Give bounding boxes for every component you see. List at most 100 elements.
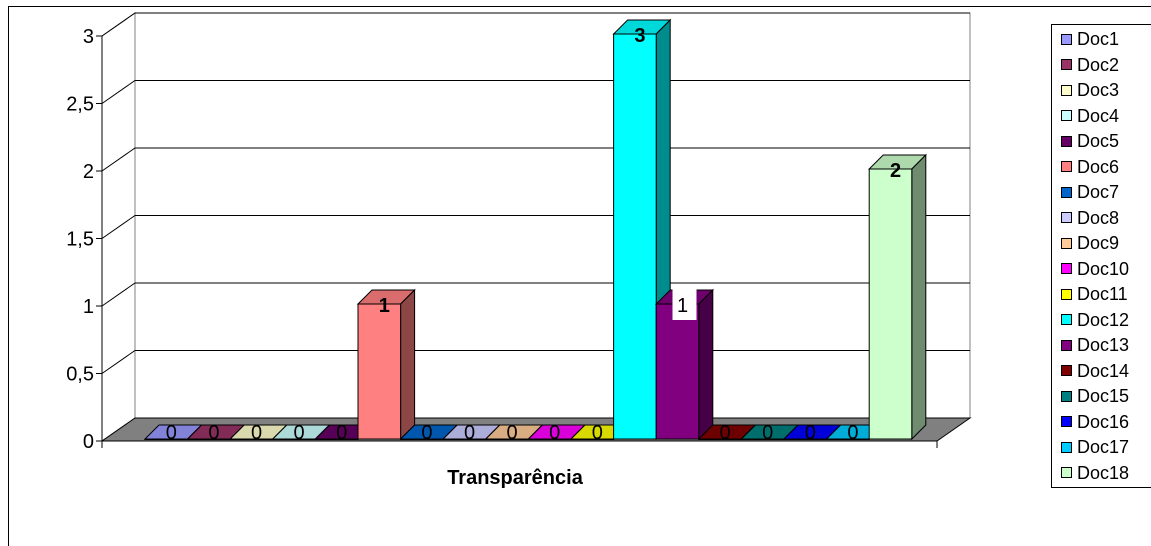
legend-label: Doc10 <box>1077 258 1130 279</box>
data-label-doc13: 1 <box>677 295 688 317</box>
legend: Doc1 Doc2 Doc3 Doc4 Doc5 Doc6 Doc7 Doc8 Doc9 Doc1… <box>1051 24 1151 488</box>
legend-item-doc4: Doc4 <box>1061 104 1119 128</box>
bar-front <box>655 303 700 440</box>
data-label-doc17: 0 <box>847 422 858 444</box>
data-label-doc10: 0 <box>549 422 560 444</box>
legend-swatch <box>1061 212 1072 223</box>
legend-item-doc10: Doc10 <box>1061 257 1129 281</box>
data-label-doc15: 0 <box>762 422 773 444</box>
data-label-doc2: 0 <box>208 422 219 444</box>
data-label-doc6: 1 <box>379 295 390 317</box>
legend-swatch <box>1061 467 1072 478</box>
data-label-doc7: 0 <box>421 422 432 444</box>
chart-backdrop <box>100 12 972 442</box>
legend-item-doc2: Doc2 <box>1061 53 1119 77</box>
gridline <box>101 147 970 172</box>
data-label-doc8: 0 <box>464 422 475 444</box>
legend-swatch <box>1061 263 1072 274</box>
legend-label: Doc16 <box>1077 411 1130 432</box>
legend-label: Doc9 <box>1077 233 1120 253</box>
legend-label: Doc4 <box>1077 105 1120 126</box>
bar-side <box>911 153 927 441</box>
legend-swatch <box>1061 59 1072 70</box>
legend-label: Doc15 <box>1077 386 1130 406</box>
legend-swatch <box>1061 33 1072 45</box>
legend-swatch <box>1061 416 1072 427</box>
bar-front <box>868 168 913 440</box>
legend-item-doc11: Doc11 <box>1061 282 1128 306</box>
data-label-doc11: 0 <box>592 422 603 444</box>
legend-swatch <box>1061 288 1072 300</box>
bar-doc18 <box>867 153 928 441</box>
chart-axis: 0 0,5 1 1,5 2 2,5 3 <box>66 26 938 453</box>
data-label-doc5: 0 <box>336 422 347 444</box>
legend-label: Doc13 <box>1077 335 1130 355</box>
y-tick-label: 0,5 <box>66 364 94 386</box>
legend-item-doc13: Doc13 <box>1061 333 1129 357</box>
bar-doc6 <box>356 288 416 441</box>
chart-plot: 0 0,5 1 1,5 2 2,5 3 0 0 0 0 0 1 0 0 0 0 0 3 1 0 0 0 0 2 Transpa… <box>66 12 972 489</box>
legend-item-doc6: Doc6 <box>1061 155 1119 179</box>
y-tick-label: 1 <box>83 296 94 318</box>
legend-label: Doc18 <box>1077 462 1130 483</box>
bar-front <box>613 33 657 440</box>
legend-label: Doc12 <box>1077 309 1130 330</box>
legend-item-doc16: Doc16 <box>1061 410 1129 434</box>
legend-label: Doc5 <box>1077 131 1120 151</box>
legend-swatch <box>1061 441 1072 453</box>
legend-item-doc18: Doc18 <box>1061 461 1129 485</box>
gridline <box>101 215 970 239</box>
bar-side <box>400 288 416 441</box>
legend-swatch <box>1061 84 1072 96</box>
data-label-doc1: 0 <box>166 422 177 444</box>
legend-swatch <box>1061 365 1072 376</box>
data-label-doc12: 3 <box>634 25 645 47</box>
legend-item-doc7: Doc7 <box>1061 180 1119 204</box>
bar-front <box>357 303 402 440</box>
legend-item-doc14: Doc14 <box>1061 359 1129 383</box>
y-tick-label: 2 <box>83 161 94 183</box>
legend-label: Doc11 <box>1077 284 1128 304</box>
bar-side <box>698 288 714 441</box>
legend-item-doc1: Doc1 <box>1061 27 1119 51</box>
y-tick-label: 2,5 <box>66 94 94 116</box>
y-tick-label: 0 <box>83 431 94 453</box>
legend-item-doc9: Doc9 <box>1061 231 1119 255</box>
legend-label: Doc14 <box>1077 360 1130 381</box>
chart-data-labels: 0 0 0 0 0 1 0 0 0 0 0 3 1 0 0 0 0 2 <box>166 25 901 444</box>
legend-item-doc3: Doc3 <box>1061 78 1119 102</box>
x-axis-label: Transparência <box>447 467 584 489</box>
data-label-bg <box>672 288 697 320</box>
legend-swatch <box>1061 161 1072 172</box>
bar-doc14 <box>697 424 757 440</box>
legend-label: Doc2 <box>1077 54 1120 75</box>
legend-swatch <box>1061 110 1072 121</box>
legend-label: Doc1 <box>1077 29 1120 49</box>
legend-item-doc12: Doc12 <box>1061 308 1129 332</box>
data-label-doc3: 0 <box>251 422 262 444</box>
legend-label: Doc8 <box>1077 207 1120 228</box>
legend-label: Doc3 <box>1077 80 1120 100</box>
y-tick-label: 3 <box>83 26 94 48</box>
y-tick-label: 1,5 <box>66 229 94 251</box>
legend-swatch <box>1061 390 1072 402</box>
legend-item-doc5: Doc5 <box>1061 129 1119 153</box>
data-label-doc16: 0 <box>805 422 816 444</box>
data-label-doc18: 2 <box>890 160 901 182</box>
data-label-doc4: 0 <box>294 422 305 444</box>
legend-swatch <box>1061 186 1072 198</box>
gridline <box>101 80 970 104</box>
gridline <box>101 12 970 37</box>
legend-item-doc15: Doc15 <box>1061 384 1129 408</box>
chart-bars <box>143 18 928 441</box>
legend-item-doc17: Doc17 <box>1061 435 1129 459</box>
data-label-doc9: 0 <box>507 422 518 444</box>
legend-label: Doc6 <box>1077 156 1120 177</box>
data-label-doc14: 0 <box>720 422 731 444</box>
chart-frame <box>8 6 1151 546</box>
legend-swatch <box>1061 135 1072 147</box>
legend-swatch <box>1061 237 1072 249</box>
gridline <box>101 282 970 307</box>
legend-label: Doc7 <box>1077 182 1120 202</box>
bar-doc13 <box>654 288 715 441</box>
